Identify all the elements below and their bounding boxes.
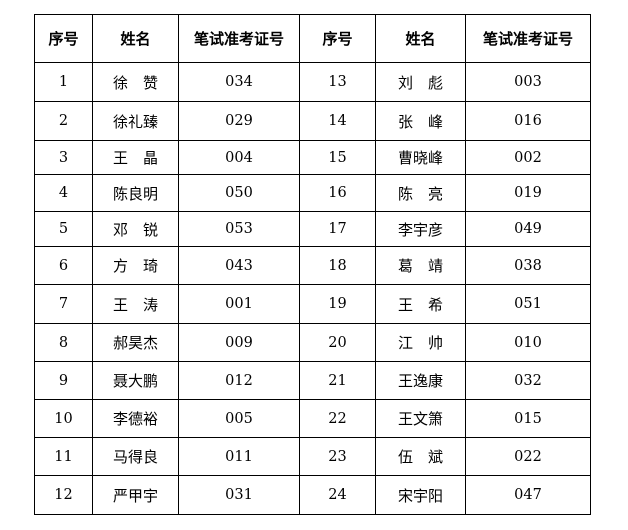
- cell-name: 刘 彪: [375, 62, 466, 102]
- cell-exam-id: 001: [178, 284, 300, 324]
- cell-number: 3: [34, 140, 93, 175]
- cell-name: 王文箫: [375, 399, 466, 438]
- table-row: 9 聂大鹏 012 21 王逸康 032: [34, 361, 591, 400]
- cell-name: 陈良明: [92, 174, 179, 212]
- cell-name: 宋宇阳: [375, 475, 466, 515]
- cell-number: 17: [299, 211, 376, 247]
- cell-exam-id: 053: [178, 211, 300, 247]
- cell-name: 陈 亮: [375, 174, 466, 212]
- cell-name: 聂大鹏: [92, 361, 179, 400]
- cell-number: 14: [299, 101, 376, 141]
- header-name: 姓名: [92, 14, 179, 63]
- table-row: 2 徐礼臻 029 14 张 峰 016: [34, 101, 591, 141]
- cell-name: 李宇彦: [375, 211, 466, 247]
- header-no: 序号: [299, 14, 376, 63]
- cell-name: 伍 斌: [375, 437, 466, 476]
- cell-exam-id: 051: [465, 284, 591, 324]
- cell-exam-id: 005: [178, 399, 300, 438]
- cell-exam-id: 047: [465, 475, 591, 515]
- cell-number: 23: [299, 437, 376, 476]
- cell-number: 11: [34, 437, 93, 476]
- cell-number: 5: [34, 211, 93, 247]
- table-row: 12 严甲宇 031 24 宋宇阳 047: [34, 475, 591, 515]
- table-row: 4 陈良明 050 16 陈 亮 019: [34, 174, 591, 212]
- cell-name: 葛 靖: [375, 246, 466, 285]
- cell-exam-id: 015: [465, 399, 591, 438]
- header-row: 序号 姓名 笔试准考证号 序号 姓名 笔试准考证号: [34, 14, 591, 63]
- cell-number: 10: [34, 399, 93, 438]
- cell-name: 王 晶: [92, 140, 179, 175]
- cell-number: 1: [34, 62, 93, 102]
- cell-exam-id: 038: [465, 246, 591, 285]
- cell-exam-id: 050: [178, 174, 300, 212]
- cell-number: 9: [34, 361, 93, 400]
- cell-number: 21: [299, 361, 376, 400]
- cell-exam-id: 004: [178, 140, 300, 175]
- cell-name: 严甲宇: [92, 475, 179, 515]
- cell-name: 张 峰: [375, 101, 466, 141]
- cell-number: 15: [299, 140, 376, 175]
- cell-name: 江 帅: [375, 323, 466, 362]
- cell-number: 7: [34, 284, 93, 324]
- cell-exam-id: 003: [465, 62, 591, 102]
- cell-exam-id: 010: [465, 323, 591, 362]
- cell-exam-id: 049: [465, 211, 591, 247]
- cell-exam-id: 032: [465, 361, 591, 400]
- cell-name: 郝昊杰: [92, 323, 179, 362]
- table-row: 11 马得良 011 23 伍 斌 022: [34, 437, 591, 476]
- cell-number: 16: [299, 174, 376, 212]
- header-exam-id: 笔试准考证号: [465, 14, 591, 63]
- cell-exam-id: 012: [178, 361, 300, 400]
- cell-number: 24: [299, 475, 376, 515]
- table-row: 8 郝昊杰 009 20 江 帅 010: [34, 323, 591, 362]
- cell-exam-id: 002: [465, 140, 591, 175]
- header-exam-id: 笔试准考证号: [178, 14, 300, 63]
- cell-name: 王逸康: [375, 361, 466, 400]
- cell-number: 8: [34, 323, 93, 362]
- cell-exam-id: 009: [178, 323, 300, 362]
- cell-number: 6: [34, 246, 93, 285]
- cell-exam-id: 034: [178, 62, 300, 102]
- cell-exam-id: 011: [178, 437, 300, 476]
- cell-number: 12: [34, 475, 93, 515]
- cell-name: 王 涛: [92, 284, 179, 324]
- cell-number: 2: [34, 101, 93, 141]
- cell-name: 马得良: [92, 437, 179, 476]
- cell-name: 徐礼臻: [92, 101, 179, 141]
- table-row: 10 李德裕 005 22 王文箫 015: [34, 399, 591, 438]
- cell-number: 4: [34, 174, 93, 212]
- cell-name: 方 琦: [92, 246, 179, 285]
- cell-exam-id: 029: [178, 101, 300, 141]
- cell-exam-id: 043: [178, 246, 300, 285]
- cell-exam-id: 016: [465, 101, 591, 141]
- header-no: 序号: [34, 14, 93, 63]
- cell-name: 徐 赞: [92, 62, 179, 102]
- cell-exam-id: 022: [465, 437, 591, 476]
- cell-exam-id: 019: [465, 174, 591, 212]
- cell-exam-id: 031: [178, 475, 300, 515]
- cell-name: 曹晓峰: [375, 140, 466, 175]
- cell-name: 邓 锐: [92, 211, 179, 247]
- cell-number: 18: [299, 246, 376, 285]
- cell-number: 13: [299, 62, 376, 102]
- header-name: 姓名: [375, 14, 466, 63]
- cell-name: 李德裕: [92, 399, 179, 438]
- cell-number: 22: [299, 399, 376, 438]
- cell-name: 王 希: [375, 284, 466, 324]
- cell-number: 19: [299, 284, 376, 324]
- cell-number: 20: [299, 323, 376, 362]
